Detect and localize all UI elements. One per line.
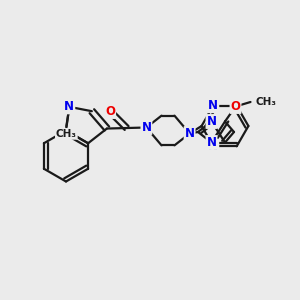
Text: N: N xyxy=(64,100,74,113)
Text: N: N xyxy=(184,127,195,140)
Text: N: N xyxy=(208,140,218,153)
Text: N: N xyxy=(206,136,217,149)
Text: N: N xyxy=(141,121,152,134)
Text: O: O xyxy=(105,105,115,118)
Text: CH₃: CH₃ xyxy=(56,129,77,139)
Text: CH₃: CH₃ xyxy=(255,97,276,107)
Text: N: N xyxy=(208,99,218,112)
Text: N: N xyxy=(206,115,217,128)
Text: O: O xyxy=(230,100,241,113)
